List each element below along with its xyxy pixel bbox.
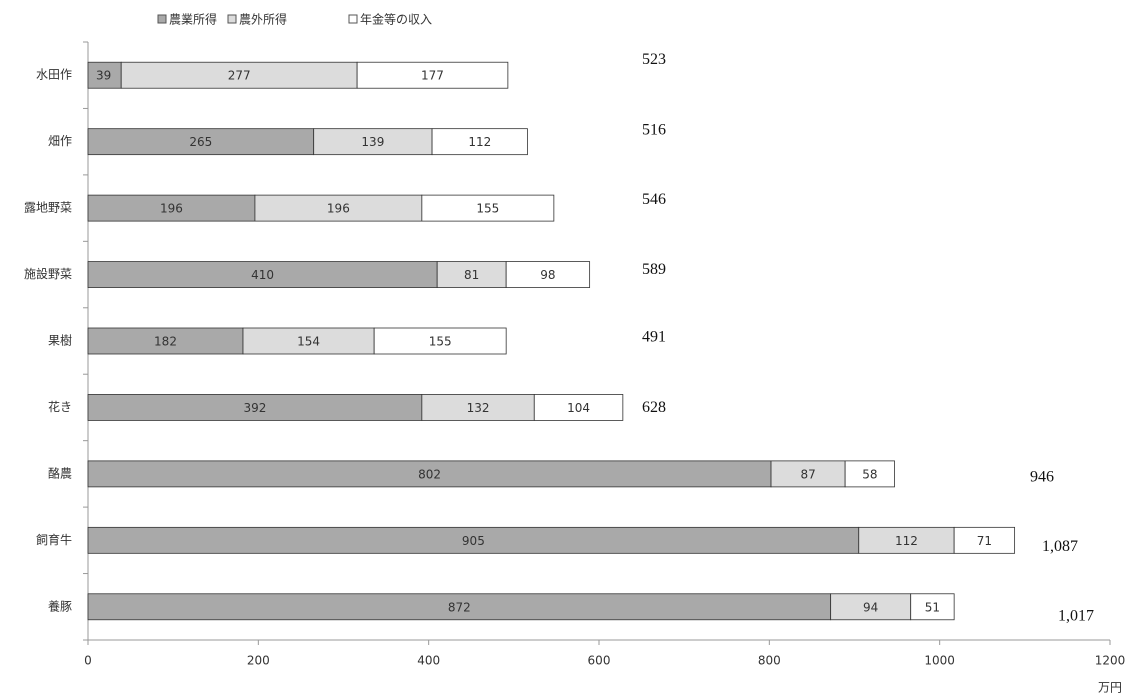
data-label: 112: [468, 135, 491, 149]
total-label: 946: [1030, 469, 1054, 486]
total-label: 628: [642, 399, 666, 416]
bar-segment: [830, 593, 912, 621]
data-label: 277: [228, 69, 251, 83]
bar-segment: [436, 261, 507, 288]
legend-label: 年金等の収入: [360, 12, 432, 27]
total-label: 589: [642, 261, 666, 278]
data-label: 58: [862, 467, 877, 481]
bar-segment: [87, 128, 315, 156]
x-tick-label: 400: [417, 654, 440, 668]
data-label: 410: [251, 268, 274, 282]
data-label: 104: [567, 401, 590, 415]
bar-segment: [858, 526, 955, 554]
bar-segment: [87, 593, 832, 621]
data-label: 155: [476, 202, 499, 216]
total-label: 523: [642, 51, 666, 68]
bar-segment: [505, 261, 591, 288]
y-tick-label: 施設野菜: [24, 266, 72, 281]
total-label: 491: [642, 329, 666, 346]
x-tick-label: 0: [84, 654, 92, 668]
total-label: 516: [642, 121, 666, 138]
bar-segment: [533, 394, 624, 421]
x-tick-label: 1200: [1095, 654, 1126, 668]
bar-segment: [910, 593, 955, 621]
legend-label: 農業所得: [169, 12, 217, 27]
data-label: 177: [421, 69, 444, 83]
data-label: 87: [800, 467, 815, 481]
data-label: 196: [327, 202, 350, 216]
data-label: 265: [189, 135, 212, 149]
data-label: 872: [448, 600, 471, 614]
y-tick-label: 露地野菜: [24, 201, 72, 215]
legend-swatch: [227, 14, 237, 24]
bar-segment: [953, 526, 1016, 554]
bar-segment: [120, 61, 358, 89]
y-tick-label: 畑作: [48, 134, 72, 148]
legend-swatch: [348, 14, 358, 24]
legend-label: 農外所得: [239, 12, 287, 27]
bar-segment: [844, 460, 895, 488]
x-tick-label: 800: [758, 654, 781, 668]
x-unit: 万円: [1098, 681, 1122, 695]
y-tick-label: 飼育牛: [36, 532, 72, 547]
bar-segment: [87, 61, 122, 89]
y-tick-label: 果樹: [48, 334, 72, 348]
data-label: 802: [418, 467, 441, 481]
data-label: 39: [96, 69, 111, 83]
bar-segment: [242, 327, 375, 355]
total-label: 1,017: [1058, 607, 1094, 624]
bar-segment: [87, 261, 438, 288]
bar-segment: [431, 128, 528, 156]
x-tick-label: 600: [588, 654, 611, 668]
bar-segment: [87, 194, 256, 222]
x-tick-label: 200: [247, 654, 270, 668]
data-label: 155: [429, 335, 452, 349]
data-label: 154: [297, 335, 320, 349]
data-label: 81: [464, 268, 479, 282]
data-label: 182: [154, 335, 177, 349]
data-label: 392: [243, 401, 266, 415]
y-tick-label: 養豚: [48, 598, 72, 613]
data-label: 905: [462, 534, 485, 548]
data-label: 132: [467, 401, 490, 415]
y-tick-label: 水田作: [36, 68, 72, 82]
data-label: 98: [540, 268, 555, 282]
data-label: 112: [895, 534, 918, 548]
total-label: 1,087: [1042, 538, 1078, 555]
data-label: 196: [160, 202, 183, 216]
bar-segment: [421, 194, 555, 222]
legend-swatch: [157, 14, 167, 24]
bar-segment: [373, 327, 507, 355]
y-tick-label: 花き: [48, 399, 72, 414]
y-tick-label: 酪農: [48, 465, 72, 480]
bar-segment: [356, 61, 509, 89]
x-tick-label: 1000: [924, 654, 955, 668]
bar-segment: [770, 460, 846, 488]
data-label: 51: [925, 600, 940, 614]
total-label: 546: [642, 191, 666, 208]
data-label: 139: [361, 135, 384, 149]
bar-segment: [254, 194, 423, 222]
data-label: 94: [863, 600, 878, 614]
bar-segment: [313, 128, 433, 156]
data-label: 71: [977, 534, 992, 548]
